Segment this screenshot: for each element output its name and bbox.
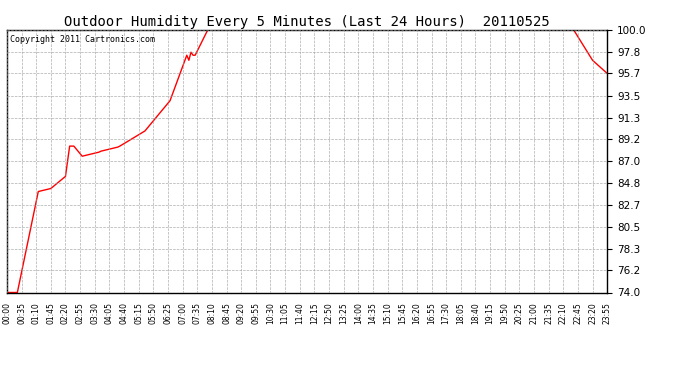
Text: Copyright 2011 Cartronics.com: Copyright 2011 Cartronics.com bbox=[10, 35, 155, 44]
Title: Outdoor Humidity Every 5 Minutes (Last 24 Hours)  20110525: Outdoor Humidity Every 5 Minutes (Last 2… bbox=[64, 15, 550, 29]
